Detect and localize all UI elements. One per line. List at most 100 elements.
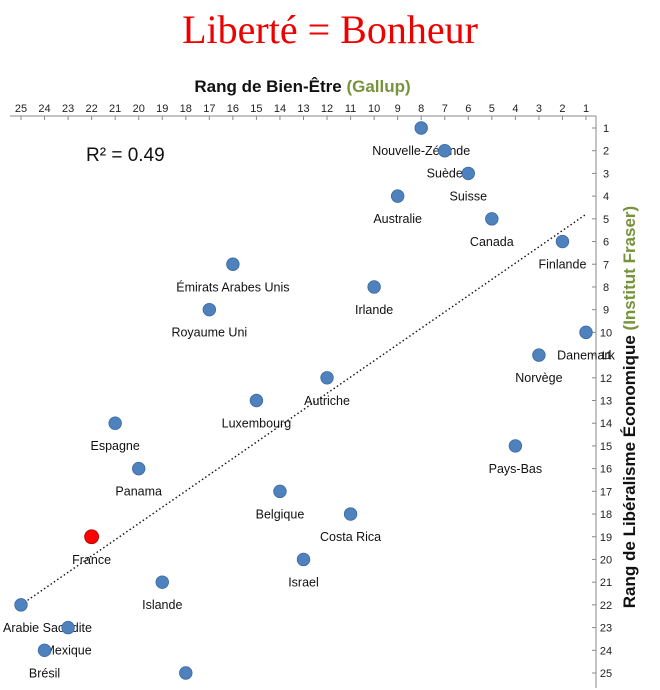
y-tick-label: 19 (600, 532, 612, 544)
point-label: Islande (142, 598, 182, 612)
x-tick-label: 23 (62, 103, 74, 115)
x-tick-label: 22 (86, 103, 98, 115)
y-tick-label: 20 (600, 554, 612, 566)
x-tick-label: 3 (536, 103, 542, 115)
point-israel (296, 552, 311, 567)
x-tick-label: 16 (227, 103, 239, 115)
point-costa-rica (343, 507, 358, 521)
trendline (20, 213, 587, 606)
point-label: Mexique (44, 644, 91, 658)
x-tick-label: 18 (180, 103, 192, 115)
y-tick-label: 25 (600, 668, 612, 680)
point-label: Nouvelle-Zélande (372, 144, 470, 158)
trendline-group (20, 213, 587, 606)
y-tick-label: 18 (600, 509, 612, 521)
point-label: Panama (115, 485, 162, 499)
x-axis-title: Rang de Bien-Être (Gallup) (0, 77, 605, 97)
y-tick-label: 15 (600, 441, 612, 453)
point-label: Australie (373, 212, 422, 226)
y-tick-label: 17 (600, 486, 612, 498)
point-label: Belgique (256, 507, 305, 521)
x-tick-label: 10 (368, 103, 380, 115)
x-tick-label: 6 (465, 103, 471, 115)
point-label: Luxembourg (222, 417, 292, 431)
x-axis-source: (Gallup) (346, 77, 411, 96)
point-label: Norvège (515, 371, 562, 385)
x-tick-label: 20 (133, 103, 145, 115)
point-france (84, 529, 100, 545)
y-tick-label: 16 (600, 464, 612, 476)
point-belgique (273, 484, 287, 499)
point-label: France (72, 553, 111, 567)
y-tick-label: 7 (603, 259, 609, 271)
point-australie (390, 189, 405, 203)
point-label: Brésil (29, 666, 60, 680)
point-mexique (61, 620, 75, 635)
y-tick-label: 21 (600, 577, 612, 589)
x-tick-label: 25 (15, 103, 27, 115)
point-label: Israel (288, 575, 319, 589)
x-tick-label: 17 (203, 103, 215, 115)
point-label: Suisse (450, 189, 488, 203)
point-pays-bas (508, 439, 523, 453)
x-tick-label: 7 (442, 103, 448, 115)
point-label: Royaume Uni (171, 326, 247, 340)
point-label: Émirats Arabes Unis (176, 279, 289, 294)
y-tick-label: 23 (600, 623, 612, 635)
y-tick-label: 13 (600, 396, 612, 408)
point-label: Autriche (304, 394, 350, 408)
y-tick-label: 10 (600, 327, 612, 339)
y-tick-label: 4 (603, 191, 609, 203)
y-tick-label: 1 (603, 123, 609, 135)
x-tick-label: 21 (109, 103, 121, 115)
x-tick-label: 5 (489, 103, 495, 115)
point-espagne (108, 416, 122, 430)
y-tick-label: 3 (603, 168, 609, 180)
x-tick-label: 19 (156, 103, 168, 115)
point-label: Canada (470, 235, 514, 249)
point-suisse (461, 166, 475, 181)
point-br-sil (37, 643, 52, 657)
x-tick-label: 2 (559, 103, 565, 115)
point-luxembourg (249, 393, 264, 408)
y-tick-label: 22 (600, 600, 612, 612)
y-tick-label: 11 (600, 350, 611, 362)
point-label: Danemark (557, 348, 615, 362)
x-tick-label: 9 (395, 103, 401, 115)
point-label: Espagne (90, 439, 139, 453)
x-tick-label: 15 (250, 103, 262, 115)
y-tick-label: 9 (603, 305, 609, 317)
point-islande (155, 575, 169, 589)
x-tick-label: 24 (38, 103, 50, 115)
points-group: Nouvelle-Zélande Suède Suisse Australie Cana… (3, 121, 616, 690)
point-label: Arabie Saoudite (3, 621, 92, 635)
x-axis-label: Rang de Bien-Être (194, 77, 342, 96)
point-arabie-saoudite (14, 598, 28, 612)
point-autriche (320, 371, 334, 385)
y-tick-label: 24 (600, 645, 612, 657)
y-tick-label: 6 (603, 237, 609, 249)
x-tick-label: 1 (583, 103, 589, 115)
point-canada (485, 212, 499, 226)
point-label: Irlande (355, 303, 393, 317)
y-tick-label: 2 (603, 146, 609, 158)
r-squared-annotation: R² = 0.49 (86, 145, 165, 166)
point-danemark (579, 325, 593, 340)
point-su-de (438, 144, 452, 158)
point-label: Costa Rica (320, 530, 381, 544)
point-panama (132, 461, 146, 476)
y-tick-label: 14 (600, 418, 612, 430)
chart-title: Liberté = Bonheur (182, 7, 478, 52)
x-tick-label: 8 (418, 103, 424, 115)
x-tick-label: 12 (321, 103, 333, 115)
x-tick-label: 13 (297, 103, 309, 115)
point-royaume-uni (202, 302, 217, 317)
point-label: Finlande (538, 258, 586, 272)
point-finlande (555, 234, 570, 249)
point--mirats-arabes-unis (226, 257, 240, 271)
point-v-n-zuela (179, 666, 193, 680)
point-label: Pays-Bas (489, 462, 543, 476)
x-tick-label: 14 (274, 103, 286, 115)
x-tick-label: 11 (345, 103, 356, 115)
y-tick-label: 5 (603, 214, 609, 226)
